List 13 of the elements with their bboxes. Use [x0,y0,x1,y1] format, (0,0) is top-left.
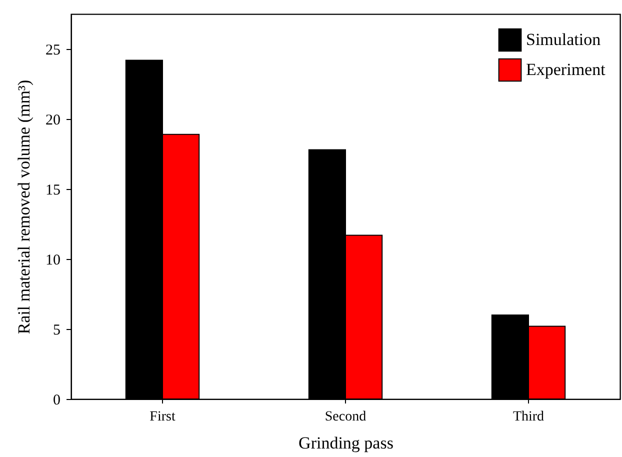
x-tick-label: Second [324,410,366,424]
y-tick-label: 20 [46,112,60,128]
legend-label: Experiment [526,60,606,79]
x-tick-label: First [150,410,176,424]
x-tick-label: Third [512,410,544,424]
y-axis-title: Rail material removed volume (mm³) [14,80,34,334]
y-tick-label: 15 [46,182,60,198]
y-tick-label: 25 [46,42,60,58]
y-tick-label: 10 [46,252,60,268]
y-tick-label: 5 [53,322,60,338]
legend-label: Simulation [526,30,602,49]
y-tick-label: 0 [53,392,60,408]
x-axis-title: Grinding pass [298,434,394,452]
